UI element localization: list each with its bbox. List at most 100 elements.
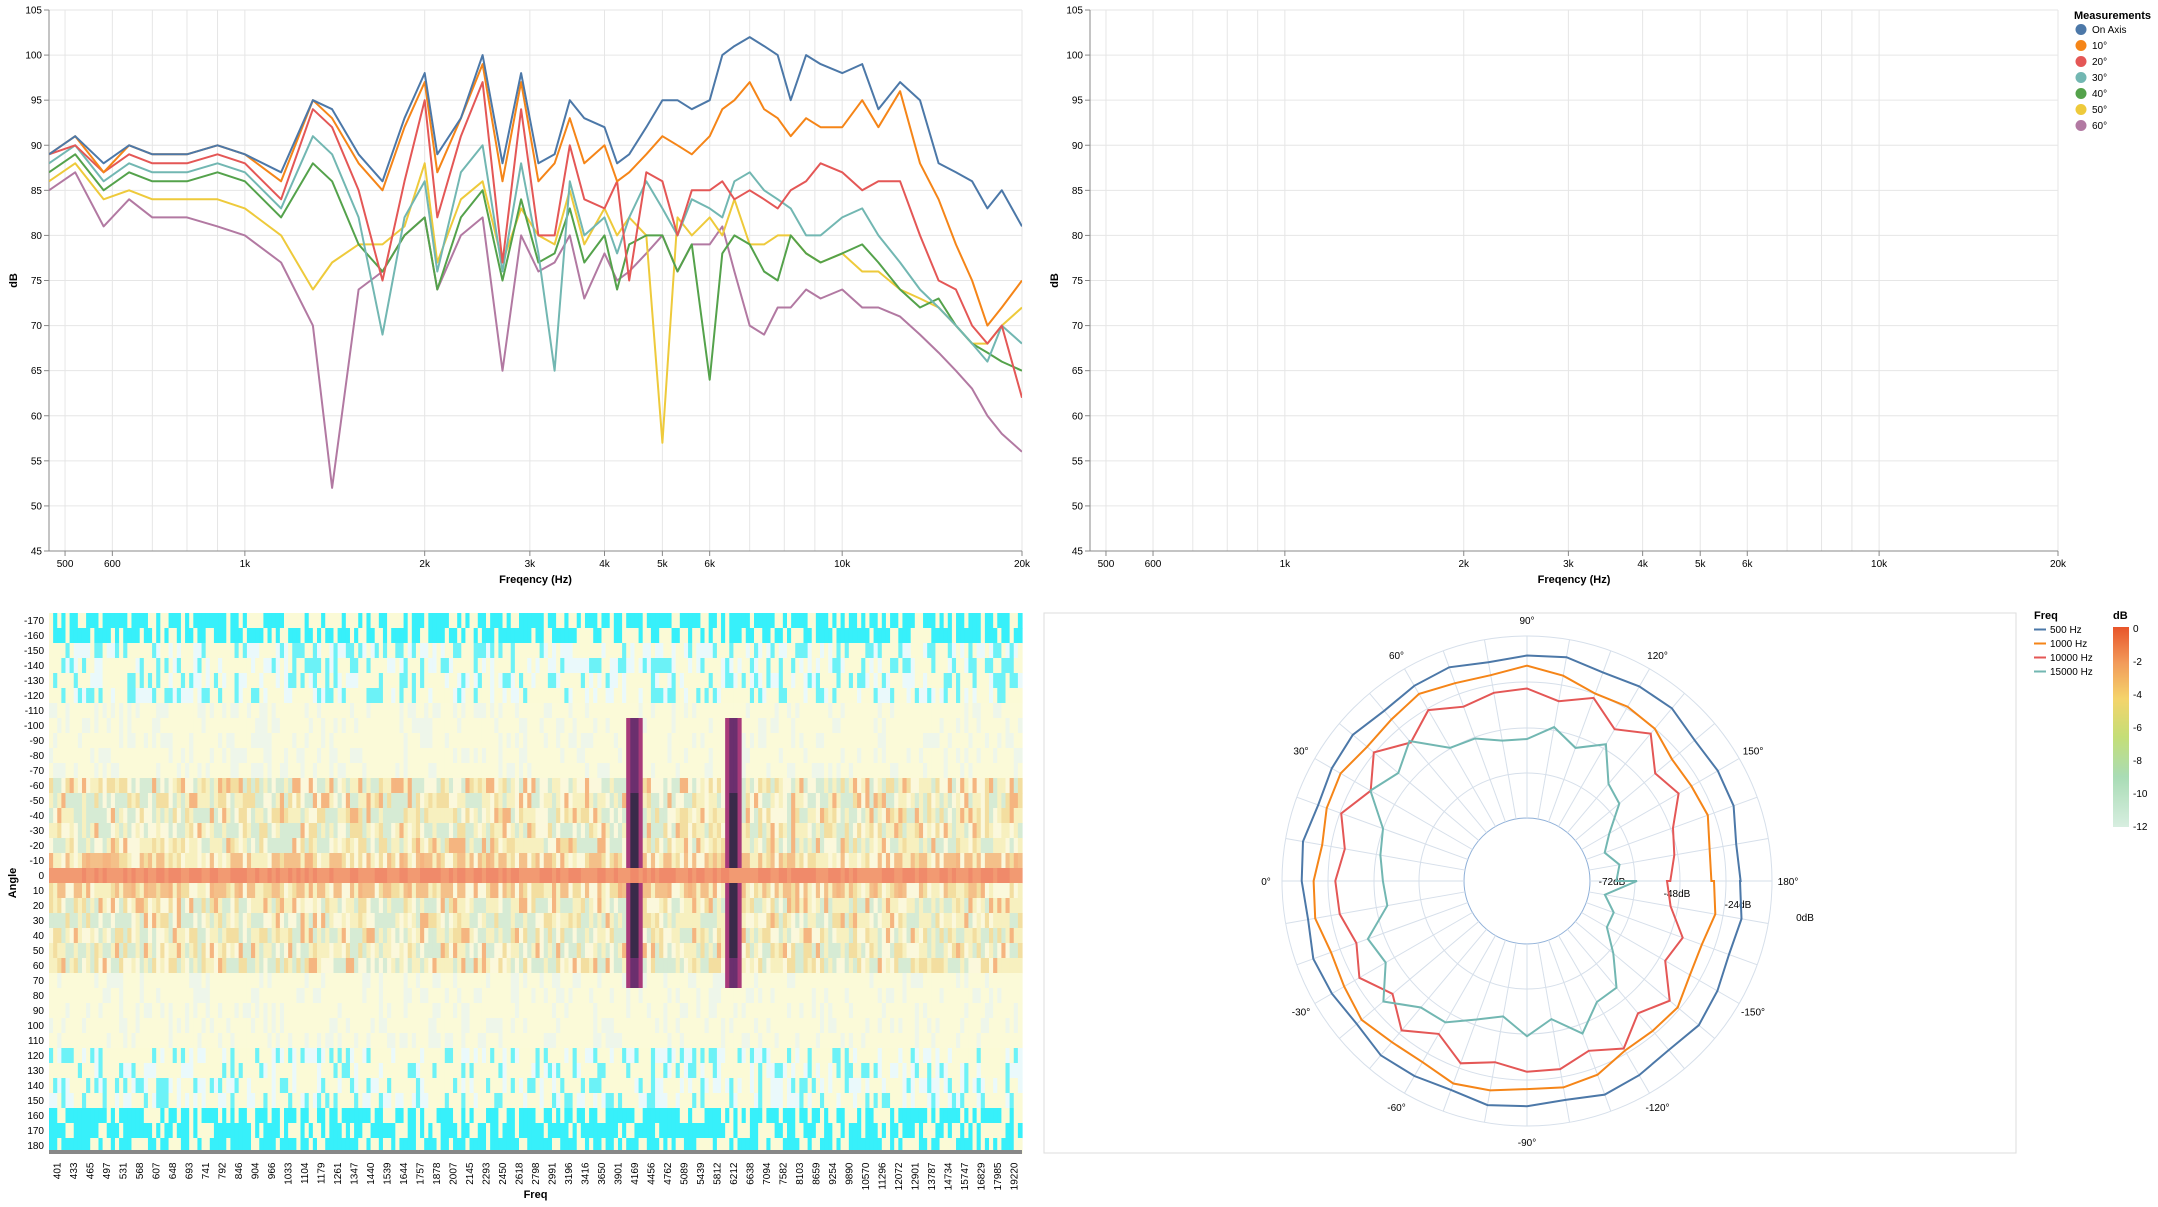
heatmap-cell — [560, 823, 565, 839]
heatmap-cell — [865, 778, 871, 794]
heatmap-cell — [65, 643, 71, 659]
heatmap-cell — [832, 613, 838, 629]
heatmap-cell — [572, 853, 578, 869]
heatmap-cell — [811, 868, 817, 884]
heatmap-cell — [457, 748, 462, 764]
heatmap-cell — [642, 733, 648, 749]
heatmap-cell — [164, 793, 170, 809]
heatmap-cell — [201, 718, 207, 734]
heatmap-cell — [300, 718, 306, 734]
heatmap-cell — [754, 748, 759, 764]
heatmap-cell — [94, 703, 100, 719]
heatmap-cell — [787, 733, 792, 749]
heatmap-cell — [362, 748, 368, 764]
heatmap-cell — [741, 778, 747, 794]
heatmap-cell — [551, 778, 557, 794]
heatmap-cell — [436, 673, 442, 689]
heatmap-cell — [989, 658, 994, 674]
heatmap-cell — [787, 658, 792, 674]
heatmap-cell — [568, 613, 574, 629]
heatmap-cell — [758, 628, 763, 644]
heatmap-cell — [993, 718, 998, 734]
heatmap-cell — [403, 748, 409, 764]
heatmap-cell — [86, 613, 91, 629]
heatmap-cell — [316, 808, 322, 824]
heatmap-cell — [53, 838, 58, 854]
heatmap-cell — [774, 613, 780, 629]
heatmap-cell — [263, 838, 269, 854]
heatmap-cell — [73, 658, 79, 674]
heatmap-cell — [366, 733, 372, 749]
heatmap-cell — [951, 778, 957, 794]
heatmap-cell — [848, 718, 854, 734]
heatmap-cell — [94, 853, 100, 869]
x-tick-label: 500 — [1098, 559, 1115, 570]
heatmap-cell — [378, 748, 384, 764]
heatmap-cell — [284, 823, 289, 839]
heatmap-cell — [819, 883, 825, 899]
heatmap-cell — [300, 748, 306, 764]
heatmap-cell — [469, 673, 475, 689]
heatmap-cell — [514, 793, 520, 809]
heatmap-cell — [527, 688, 532, 704]
heatmap-cell — [898, 748, 904, 764]
heatmap-cell — [914, 763, 920, 779]
heatmap-cell — [749, 703, 755, 719]
heatmap-cell — [362, 733, 368, 749]
heatmap-cell — [580, 898, 586, 914]
heatmap-cell — [980, 853, 986, 869]
heatmap-cell — [279, 628, 285, 644]
heatmap-cell — [98, 748, 104, 764]
heatmap-cell — [597, 868, 603, 884]
heatmap-cell — [675, 808, 681, 824]
heatmap-cell — [811, 673, 817, 689]
heatmap-cell — [712, 838, 718, 854]
y-tick-label: 105 — [1066, 6, 1083, 17]
heatmap-cell — [700, 838, 706, 854]
heatmap-cell — [440, 778, 446, 794]
heatmap-cell — [881, 688, 887, 704]
heatmap-cell — [704, 643, 710, 659]
heatmap-cell — [242, 748, 248, 764]
heatmap-cell — [185, 673, 190, 689]
heatmap-cell — [650, 613, 656, 629]
heatmap-cell — [73, 913, 79, 929]
heatmap-cell — [865, 898, 871, 914]
heatmap-cell — [411, 628, 417, 644]
heatmap-cell — [444, 883, 450, 899]
y-tick-label: 50 — [31, 501, 43, 512]
heatmap-cell — [873, 808, 879, 824]
heatmap-cell — [135, 808, 141, 824]
heatmap-cell — [968, 838, 974, 854]
heatmap-cell — [90, 838, 95, 854]
heatmap-cell — [613, 613, 619, 629]
heatmap-cell — [766, 808, 772, 824]
heatmap-cell — [110, 688, 116, 704]
heatmap-cell — [106, 793, 112, 809]
heatmap-cell — [432, 688, 438, 704]
heatmap-cell — [935, 883, 941, 899]
heatmap-cell — [391, 733, 396, 749]
heatmap-cell — [622, 628, 627, 644]
heatmap-cell — [642, 823, 648, 839]
heatmap-cell — [143, 718, 149, 734]
heatmap-cell — [226, 868, 231, 884]
heatmap-cell — [486, 733, 491, 749]
heatmap-cell — [762, 733, 767, 749]
heatmap-cell — [795, 733, 800, 749]
heatmap-cell — [770, 793, 776, 809]
heatmap-cell — [964, 778, 969, 794]
heatmap-cell — [267, 898, 273, 914]
heatmap-cell — [663, 778, 669, 794]
heatmap-cell — [168, 658, 174, 674]
heatmap-cell — [568, 658, 574, 674]
heatmap-cell — [976, 838, 982, 854]
heatmap-cell — [205, 898, 211, 914]
heatmap-cell — [712, 613, 718, 629]
heatmap-cell — [795, 658, 800, 674]
heatmap-cell — [733, 748, 739, 764]
heatmap-cell — [271, 733, 277, 749]
heatmap-cell — [815, 673, 821, 689]
heatmap-cell — [960, 613, 965, 629]
heatmap-cell — [890, 703, 895, 719]
